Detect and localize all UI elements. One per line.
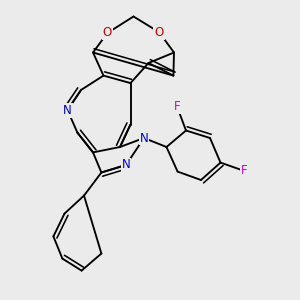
Text: O: O [103,26,112,40]
Text: N: N [140,131,148,145]
Text: O: O [154,26,164,39]
Text: F: F [241,164,248,178]
Text: N: N [63,103,72,117]
Text: F: F [174,100,180,113]
Text: N: N [122,158,130,172]
